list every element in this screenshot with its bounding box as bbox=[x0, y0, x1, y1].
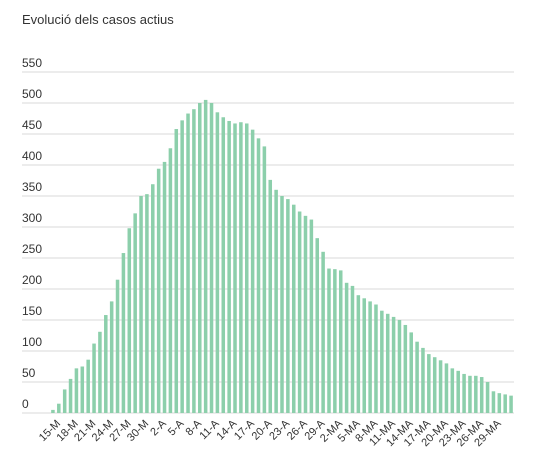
bar bbox=[86, 359, 90, 413]
bar bbox=[209, 103, 214, 413]
y-tick-label: 450 bbox=[22, 118, 42, 132]
bar bbox=[391, 316, 396, 413]
bar bbox=[315, 238, 320, 413]
bar bbox=[497, 393, 502, 413]
bar bbox=[350, 285, 355, 413]
bar bbox=[168, 148, 173, 413]
bar bbox=[374, 304, 378, 413]
bar bbox=[462, 373, 466, 413]
y-tick-label: 200 bbox=[22, 273, 42, 287]
bar bbox=[479, 377, 484, 413]
bar bbox=[256, 138, 261, 413]
bar bbox=[291, 204, 296, 413]
bar bbox=[280, 196, 284, 413]
bar bbox=[80, 366, 85, 413]
bar bbox=[409, 332, 413, 413]
bar bbox=[162, 161, 167, 413]
bar bbox=[503, 394, 507, 413]
bar bbox=[403, 324, 408, 413]
x-tick-label: 2-A bbox=[148, 417, 169, 438]
bar bbox=[250, 129, 255, 413]
bar bbox=[362, 298, 366, 413]
bar bbox=[115, 279, 120, 413]
y-tick-label: 300 bbox=[22, 211, 42, 225]
bar bbox=[333, 269, 337, 413]
bar bbox=[415, 341, 419, 413]
bar bbox=[368, 301, 372, 413]
y-tick-label: 250 bbox=[22, 242, 42, 256]
y-tick-label: 150 bbox=[22, 304, 42, 318]
bar bbox=[338, 270, 343, 413]
y-tick-label: 500 bbox=[22, 87, 42, 101]
y-tick-label: 0 bbox=[22, 397, 29, 411]
bar bbox=[344, 282, 349, 413]
bar bbox=[262, 146, 267, 413]
bar bbox=[385, 313, 390, 413]
bar bbox=[309, 219, 314, 413]
bar bbox=[327, 268, 331, 413]
bar bbox=[450, 368, 455, 413]
x-tick-label: 5-A bbox=[166, 417, 187, 438]
y-tick-label: 550 bbox=[22, 56, 42, 70]
bar bbox=[215, 112, 220, 414]
bar bbox=[421, 347, 425, 413]
bar bbox=[297, 211, 302, 413]
bar bbox=[380, 310, 384, 413]
bar bbox=[286, 199, 290, 413]
bar bbox=[174, 129, 179, 414]
bar bbox=[51, 409, 55, 413]
bar bbox=[474, 375, 478, 413]
bar bbox=[62, 389, 67, 413]
bar bbox=[438, 360, 443, 413]
bar bbox=[485, 382, 490, 413]
bar bbox=[432, 357, 437, 413]
bar bbox=[198, 103, 202, 413]
bar bbox=[156, 168, 161, 413]
bar bbox=[227, 120, 231, 413]
bar bbox=[203, 99, 208, 414]
bar bbox=[139, 196, 143, 413]
bar bbox=[151, 184, 155, 413]
bar bbox=[268, 179, 273, 413]
bar bbox=[186, 113, 190, 413]
y-tick-label: 50 bbox=[22, 366, 36, 380]
chart-title: Evolució dels casos actius bbox=[22, 12, 174, 27]
y-tick-label: 400 bbox=[22, 149, 42, 163]
bar bbox=[233, 123, 237, 414]
bar bbox=[303, 215, 308, 413]
bar bbox=[74, 368, 79, 413]
bar bbox=[98, 331, 102, 413]
bar bbox=[92, 343, 96, 413]
bar bbox=[68, 378, 73, 413]
bar bbox=[509, 395, 513, 413]
bar bbox=[468, 375, 472, 413]
bar bbox=[109, 301, 114, 413]
bar bbox=[274, 189, 278, 413]
bar bbox=[57, 403, 61, 413]
bar bbox=[456, 370, 460, 413]
bar bbox=[356, 295, 361, 413]
bar bbox=[127, 228, 132, 413]
bar bbox=[221, 117, 226, 413]
bar bbox=[397, 320, 402, 413]
bar bbox=[104, 315, 108, 413]
y-tick-label: 100 bbox=[22, 335, 42, 349]
bar bbox=[321, 251, 325, 413]
bar bbox=[133, 213, 137, 413]
bar bbox=[491, 391, 496, 413]
bar bbox=[244, 123, 249, 414]
bar bbox=[427, 354, 431, 413]
y-tick-label: 350 bbox=[22, 180, 42, 194]
bar bbox=[444, 363, 449, 413]
bar bbox=[192, 109, 196, 413]
bar bbox=[145, 194, 149, 413]
bar bbox=[180, 120, 184, 414]
bar bbox=[239, 122, 243, 413]
bar bbox=[121, 253, 126, 413]
